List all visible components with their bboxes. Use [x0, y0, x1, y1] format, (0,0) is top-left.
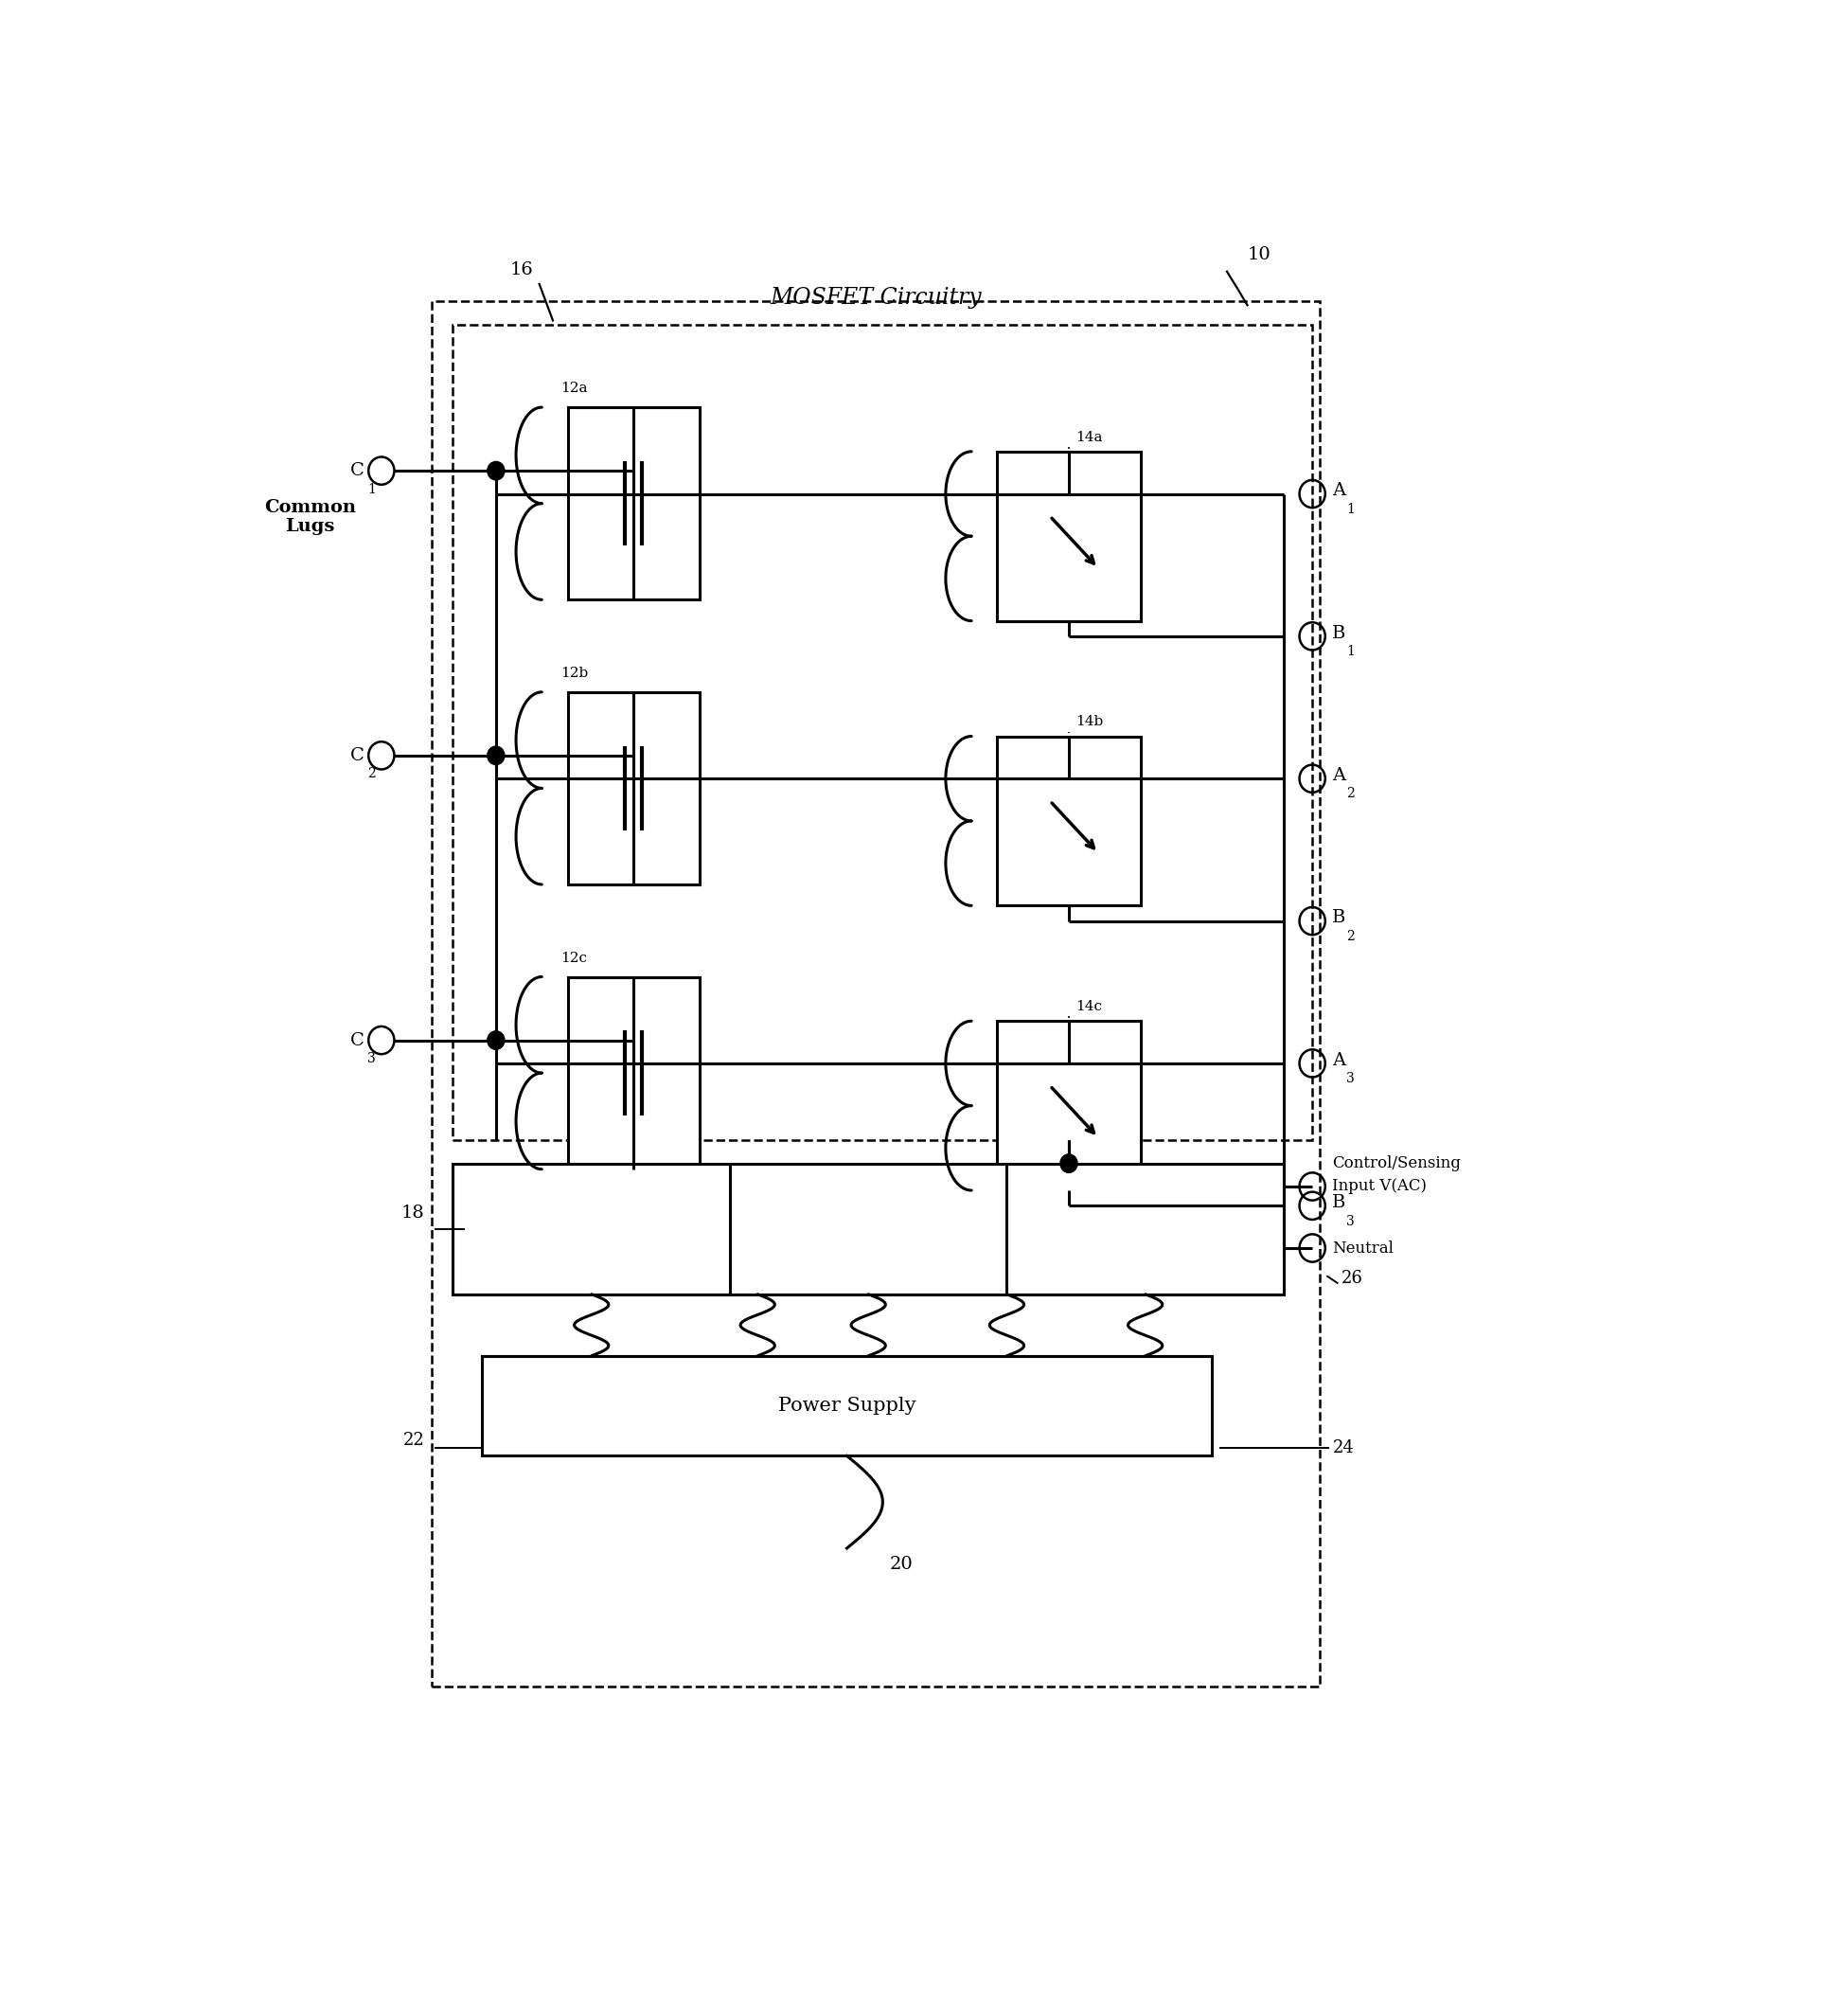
Text: Neutral: Neutral [1332, 1239, 1393, 1255]
Circle shape [488, 746, 505, 766]
Text: 14c: 14c [1076, 1000, 1103, 1013]
Text: C: C [349, 462, 364, 480]
Bar [432, 302, 1319, 1687]
Text: 1: 1 [368, 482, 375, 496]
Text: B: B [1332, 1193, 1345, 1211]
Text: 1: 1 [1347, 646, 1355, 658]
Text: 2: 2 [368, 768, 375, 782]
Text: A: A [1332, 768, 1345, 784]
Bar [453, 1163, 1284, 1293]
Bar [998, 736, 1140, 906]
Text: 14b: 14b [1076, 716, 1103, 728]
Text: B: B [1332, 624, 1345, 642]
Text: 10: 10 [1247, 246, 1271, 264]
Circle shape [488, 462, 505, 480]
Bar [567, 408, 699, 600]
Text: Common
Lugs: Common Lugs [264, 498, 355, 536]
Text: Control/Sensing: Control/Sensing [1332, 1155, 1462, 1171]
Text: 3: 3 [1347, 1215, 1355, 1227]
Text: A: A [1332, 482, 1345, 500]
Text: 12a: 12a [560, 382, 588, 396]
Text: 1: 1 [1347, 502, 1355, 516]
Text: C: C [349, 748, 364, 764]
Text: MOSFET Circuitry: MOSFET Circuitry [769, 288, 981, 310]
Text: 16: 16 [510, 262, 534, 278]
Text: 22: 22 [403, 1431, 425, 1449]
Bar [482, 1355, 1212, 1455]
Text: 3: 3 [368, 1051, 375, 1065]
Bar [567, 978, 699, 1169]
Text: 14a: 14a [1076, 430, 1103, 444]
Text: 2: 2 [1347, 788, 1355, 802]
Bar [998, 1021, 1140, 1189]
Text: 18: 18 [401, 1205, 425, 1221]
Text: 3: 3 [1347, 1071, 1355, 1085]
Text: 26: 26 [1342, 1269, 1362, 1287]
Text: 20: 20 [891, 1555, 913, 1573]
Text: 2: 2 [1347, 930, 1355, 944]
Text: Power Supply: Power Supply [778, 1397, 917, 1415]
Circle shape [1061, 1153, 1077, 1173]
Text: 12c: 12c [560, 952, 588, 964]
Bar [453, 324, 1312, 1139]
Text: 24: 24 [1332, 1439, 1355, 1457]
Circle shape [488, 1031, 505, 1049]
Text: C: C [349, 1031, 364, 1049]
Text: A: A [1332, 1051, 1345, 1069]
Bar [998, 452, 1140, 622]
Text: Input V(AC): Input V(AC) [1332, 1179, 1427, 1195]
Text: 12b: 12b [560, 666, 588, 680]
Bar [567, 692, 699, 884]
Text: B: B [1332, 910, 1345, 926]
